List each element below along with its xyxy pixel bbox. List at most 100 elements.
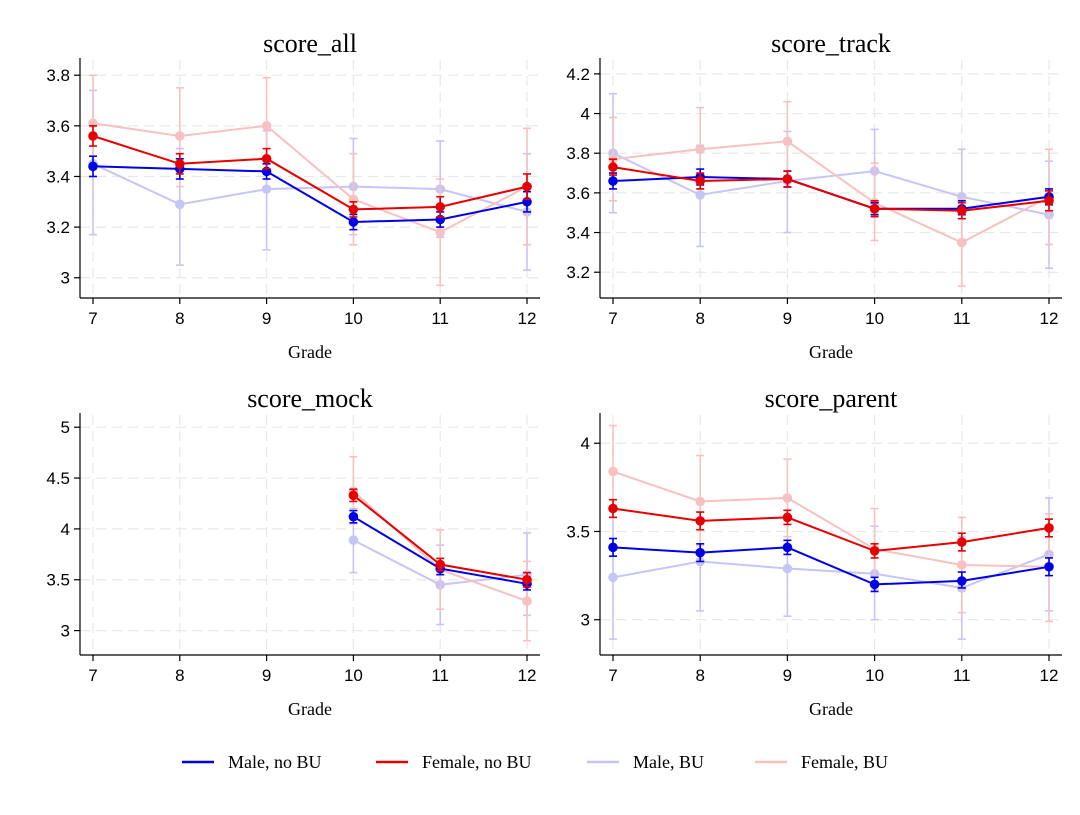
data-point [435, 202, 446, 212]
data-point [608, 162, 618, 172]
data-point [957, 237, 967, 248]
x-tick-label: 9 [783, 309, 792, 328]
series-line [612, 507, 1050, 552]
series-line [612, 140, 1050, 244]
x-tick-label: 10 [865, 666, 884, 685]
x-axis-label: Grade [809, 342, 853, 362]
y-tick-label: 3 [61, 269, 70, 288]
data-point [782, 563, 793, 574]
panel-title: score_all [263, 29, 357, 58]
data-point [695, 190, 705, 200]
data-point [782, 136, 793, 147]
series-line [92, 162, 528, 213]
series-male-bu [608, 497, 1054, 640]
data-point [175, 131, 185, 141]
legend-label: Male, BU [633, 752, 704, 772]
data-point [261, 153, 272, 164]
data-point [608, 503, 618, 514]
x-axis-label: Grade [288, 699, 332, 719]
legend-item-male-no-bu: Male, no BU [182, 752, 322, 772]
x-tick-label: 7 [608, 666, 617, 685]
series-female-no-bu [88, 125, 532, 218]
y-tick-label: 4.2 [566, 65, 590, 84]
x-tick-label: 11 [953, 309, 971, 328]
y-tick-label: 5 [61, 418, 70, 437]
data-point [957, 205, 967, 216]
data-point [435, 559, 446, 570]
x-tick-label: 12 [1040, 309, 1059, 328]
legend-item-male-bu: Male, BU [587, 752, 704, 772]
data-point [695, 496, 705, 507]
data-point [522, 181, 532, 192]
series-line [92, 122, 528, 234]
data-point [348, 217, 359, 227]
series-line [92, 135, 528, 211]
x-tick-label: 8 [695, 309, 704, 328]
data-point [522, 574, 532, 585]
x-axis-label: Grade [288, 342, 332, 362]
series-line [612, 553, 1050, 589]
x-tick-label: 7 [88, 666, 97, 685]
data-point [608, 176, 618, 186]
legend: Male, no BU Female, no BU Male, BU Female, … [182, 752, 888, 772]
x-tick-label: 8 [175, 309, 184, 328]
legend-item-female-no-bu: Female, no BU [376, 752, 532, 772]
y-tick-label: 4 [61, 520, 70, 539]
x-tick-label: 12 [518, 309, 537, 328]
data-point [869, 546, 880, 556]
data-point [695, 547, 705, 558]
y-tick-label: 4 [581, 105, 590, 124]
data-point [261, 184, 272, 194]
data-point [782, 512, 793, 523]
x-tick-label: 8 [695, 666, 704, 685]
series-male-bu [608, 92, 1054, 270]
panel-score-all: 3 3.2 3.4 3.6 3.8 7 8 9 10 11 12 score_all Grade [46, 29, 540, 362]
y-tick-label: 3.6 [46, 117, 70, 136]
data-point [695, 516, 705, 526]
data-point [608, 572, 618, 583]
panel-title: score_parent [765, 384, 899, 413]
series-male-bu [88, 89, 532, 271]
data-point [782, 542, 793, 553]
series-female-bu [88, 74, 532, 287]
y-tick-label: 3.5 [46, 571, 70, 590]
series-line [92, 165, 528, 224]
data-point [1044, 523, 1054, 533]
y-tick-label: 3.8 [46, 66, 70, 85]
legend-label: Male, no BU [228, 752, 322, 772]
x-tick-label: 12 [1040, 666, 1059, 685]
x-tick-label: 11 [431, 309, 449, 328]
data-point [435, 227, 446, 237]
data-point [608, 542, 618, 553]
data-point [782, 174, 793, 184]
x-tick-label: 12 [518, 666, 537, 685]
series-female-no-bu [608, 158, 1054, 220]
series-male-no-bu [608, 537, 1054, 593]
data-point [1044, 561, 1054, 572]
data-point [957, 560, 967, 570]
x-tick-label: 9 [262, 666, 271, 685]
panel-score-track: 3.2 3.4 3.6 3.8 4 4.2 7 8 9 10 11 12 score_track Grad… [566, 29, 1062, 362]
panel-title: score_mock [247, 384, 373, 413]
data-point [782, 493, 793, 503]
y-tick-label: 3.5 [566, 522, 590, 541]
x-axis-label: Grade [809, 699, 853, 719]
data-point [348, 490, 359, 501]
data-point [261, 121, 272, 131]
data-point [348, 511, 359, 522]
y-tick-label: 4.5 [46, 469, 70, 488]
data-point [88, 131, 98, 141]
data-point [88, 161, 98, 172]
data-point [957, 537, 967, 547]
series-female-no-bu [348, 488, 532, 588]
data-point [695, 144, 705, 155]
data-point [695, 176, 705, 186]
y-tick-label: 3.8 [566, 144, 590, 163]
x-tick-label: 9 [262, 309, 271, 328]
legend-label: Female, BU [801, 752, 888, 772]
series-line [612, 546, 1050, 586]
series-male-no-bu [88, 155, 532, 231]
y-tick-label: 3.2 [46, 218, 70, 237]
